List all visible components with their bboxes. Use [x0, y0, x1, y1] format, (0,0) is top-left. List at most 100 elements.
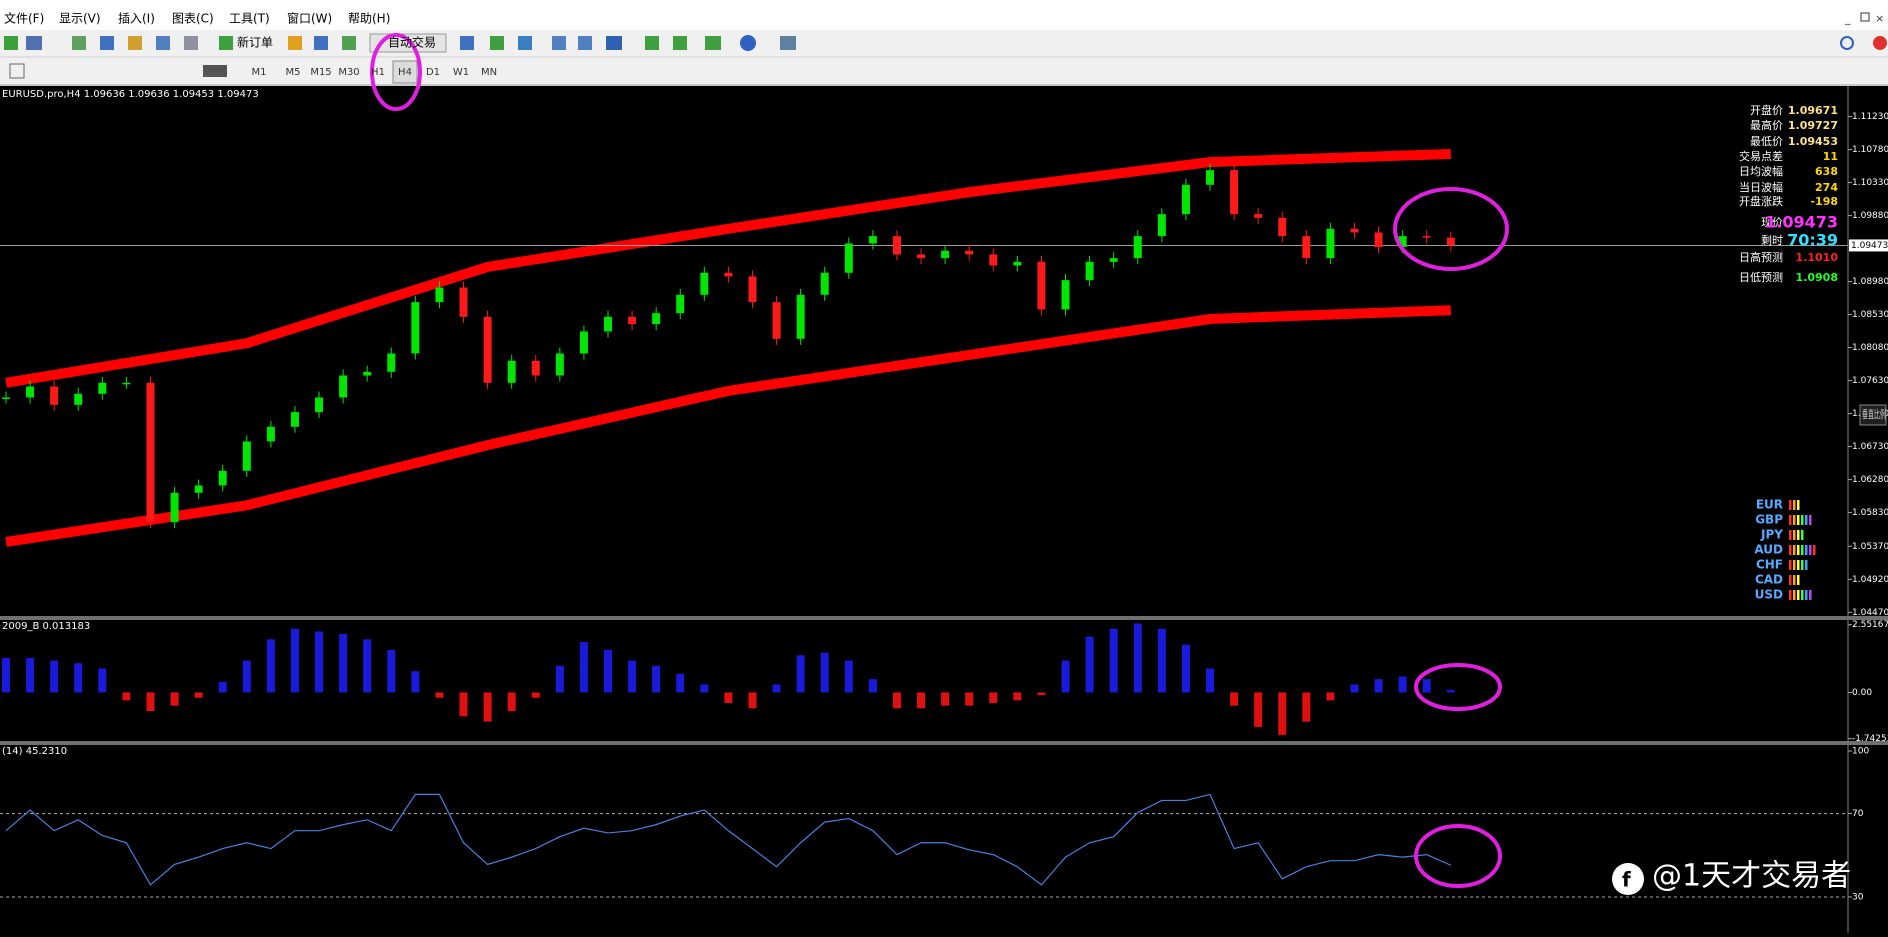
price-axis-area [1848, 86, 1888, 933]
scale-button[interactable] [1859, 404, 1887, 426]
histogram-bar [1133, 623, 1142, 693]
timeframe[interactable]: H1 [371, 67, 385, 78]
icon[interactable] [72, 36, 86, 50]
candle [411, 302, 420, 354]
icon[interactable] [4, 36, 18, 50]
strength-bar [1805, 590, 1808, 600]
icon[interactable] [288, 36, 302, 50]
histogram-bar [459, 692, 468, 717]
auto-trading-label[interactable]: 自动交易 [388, 35, 436, 50]
icon[interactable] [490, 36, 504, 50]
menu-item[interactable]: 窗口(W) [287, 12, 332, 26]
timeframe[interactable]: MN [481, 67, 497, 78]
info-value: -198 [1810, 195, 1838, 208]
info-label: 交易点差 [1739, 149, 1783, 163]
icon[interactable] [156, 36, 170, 50]
strength-bar [1813, 545, 1816, 555]
candle [1013, 261, 1022, 266]
histogram-bar [1206, 668, 1214, 693]
histogram-bar [242, 660, 251, 693]
menu-item[interactable]: 显示(V) [59, 12, 101, 26]
icon[interactable] [100, 36, 114, 50]
timeframe[interactable]: M5 [286, 67, 301, 78]
close[interactable]: × [1875, 12, 1884, 25]
candle [892, 236, 901, 255]
icon[interactable] [314, 36, 328, 50]
timeframe[interactable]: M15 [310, 67, 331, 78]
menu-item[interactable]: 工具(T) [229, 12, 270, 26]
info-label: 日均波幅 [1739, 165, 1783, 178]
window-controls[interactable]: _ × [1844, 12, 1884, 25]
candle [290, 412, 299, 427]
icon[interactable] [552, 36, 566, 50]
icon[interactable] [26, 36, 42, 50]
histogram-bar [435, 692, 444, 698]
info-label: 现价 [1761, 216, 1783, 229]
candle [1350, 228, 1359, 233]
strength-bar [1805, 560, 1808, 570]
info-label: 日高预测 [1739, 250, 1783, 264]
icon[interactable] [203, 65, 227, 77]
icon[interactable] [219, 36, 233, 50]
icon[interactable] [518, 36, 532, 50]
icon[interactable] [705, 36, 721, 50]
timeframe[interactable]: H4 [398, 67, 412, 78]
icon[interactable] [645, 36, 659, 50]
icon[interactable] [578, 36, 592, 50]
icon[interactable] [342, 36, 356, 50]
y-tick-label: 1.05370 [1852, 542, 1888, 552]
icon[interactable] [780, 36, 796, 50]
icon[interactable] [740, 35, 756, 51]
icon[interactable] [606, 36, 622, 50]
candle [1133, 236, 1142, 259]
menu-item[interactable]: 文件(F) [4, 11, 44, 26]
histogram-bar [700, 684, 709, 693]
menu-item[interactable]: 插入(I) [118, 12, 155, 26]
icon[interactable] [460, 36, 474, 50]
menu-item[interactable]: 图表(C) [172, 12, 214, 26]
histogram-bar [652, 665, 661, 693]
strength-bar [1789, 590, 1792, 600]
icon[interactable] [9, 63, 25, 79]
scale-button-label[interactable]: 垂直比例 [1862, 407, 1886, 421]
y-tick-label: 100 [1852, 747, 1869, 757]
histogram-bar [483, 692, 492, 722]
y-tick-label: 1.08980 [1852, 277, 1888, 287]
timeframe[interactable]: M1 [252, 67, 267, 78]
candle [194, 485, 203, 493]
timeframe[interactable]: W1 [453, 67, 469, 78]
timeframe[interactable]: M30 [338, 67, 359, 78]
icon[interactable] [184, 36, 198, 50]
y-tick-label: 1.11230 [1852, 112, 1888, 122]
currency-label: GBP [1755, 513, 1783, 527]
histogram-bar [1230, 692, 1239, 706]
currency-label: AUD [1754, 543, 1783, 557]
candle [74, 393, 83, 405]
candle [2, 397, 10, 399]
menu-item[interactable]: 帮助(H) [348, 12, 390, 26]
histogram-bar [941, 692, 950, 706]
timeframe[interactable]: D1 [426, 67, 440, 78]
minimize[interactable]: _ [1844, 12, 1851, 25]
icon[interactable] [673, 36, 687, 50]
info-label: 剩时 [1761, 234, 1783, 247]
strength-bar [1805, 515, 1808, 525]
y-tick-label: 1.08080 [1852, 343, 1888, 353]
rsi-line [5, 793, 1452, 886]
restore[interactable] [1860, 12, 1870, 22]
histogram-bar [989, 692, 998, 704]
active-timeframe[interactable] [392, 60, 418, 84]
histogram-bar [290, 628, 299, 693]
new-order-button[interactable]: 新订单 [237, 35, 273, 50]
search-icon[interactable] [1840, 36, 1854, 50]
histogram-bar [676, 673, 685, 693]
notification-icon[interactable] [1873, 36, 1887, 50]
histogram-bar [628, 660, 637, 693]
icon[interactable] [128, 36, 142, 50]
info-label: 当日波幅 [1739, 180, 1783, 194]
histogram-bar [315, 631, 324, 693]
candle [459, 287, 468, 317]
panel-title: (14) 45.2310 [2, 746, 67, 757]
candle [748, 276, 757, 303]
candle [1254, 214, 1263, 218]
